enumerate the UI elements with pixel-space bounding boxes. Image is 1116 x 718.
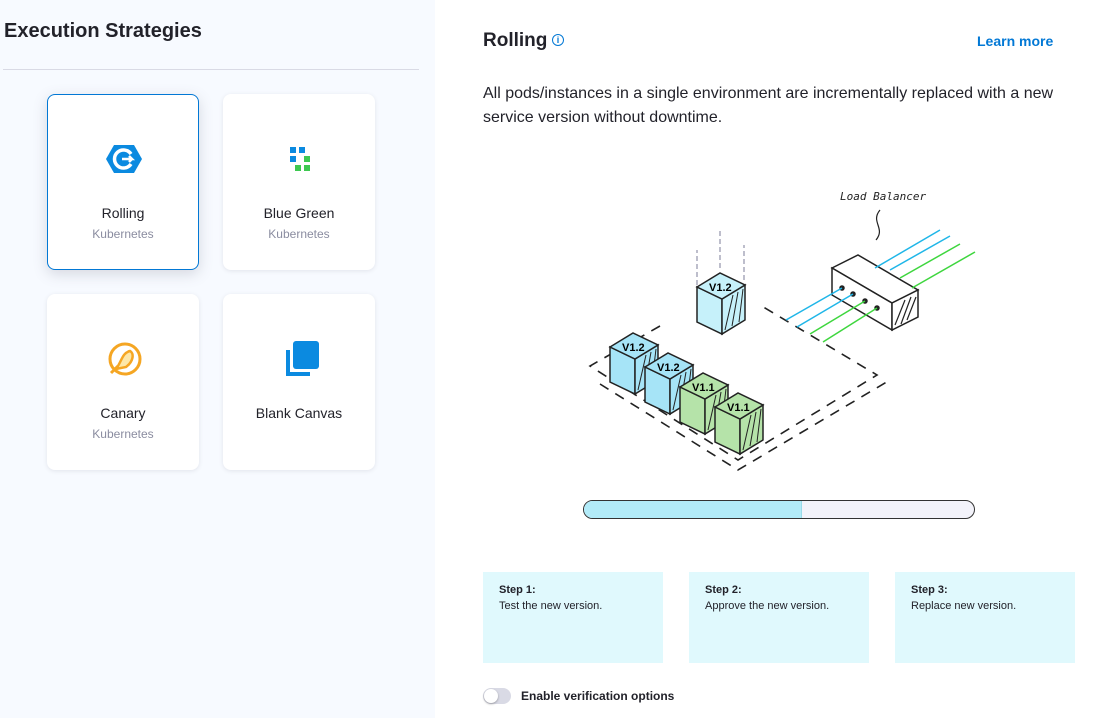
strategy-title: Rolling: [483, 30, 548, 51]
blank-canvas-icon: [286, 341, 319, 376]
pod-version-label: V1.1: [692, 382, 715, 394]
pod-version-label: V1.2: [622, 342, 645, 354]
strategy-card-blank-canvas[interactable]: Blank Canvas: [223, 294, 375, 470]
pointer-arrow: [875, 209, 881, 241]
progress-fill: [584, 501, 803, 518]
rolling-diagram: V1.2 V1.2 V1.2 V1.1 V1.1 Load Balancer: [588, 190, 976, 471]
load-balancer: [830, 254, 920, 332]
step-title: Step 3:: [911, 584, 948, 596]
step-2: Step 2: Approve the new version.: [689, 572, 869, 663]
step-title: Step 2:: [705, 584, 742, 596]
verification-toggle-label: Enable verification options: [521, 689, 675, 703]
card-subtitle: Kubernetes: [268, 227, 330, 241]
step-text: Test the new version.: [499, 600, 603, 612]
card-subtitle: Kubernetes: [92, 427, 154, 441]
step-3: Step 3: Replace new version.: [895, 572, 1075, 663]
card-name: Blue Green: [263, 205, 335, 221]
strategy-card-blue-green[interactable]: Blue Green Kubernetes: [223, 94, 375, 270]
card-name: Blank Canvas: [255, 405, 343, 421]
strategy-card-canary[interactable]: Canary Kubernetes: [47, 294, 199, 470]
strategy-card-rolling[interactable]: Rolling Kubernetes: [47, 94, 199, 270]
step-text: Approve the new version.: [705, 600, 830, 612]
strategy-sidebar: Execution Strategies Rolling Kubernetes …: [0, 0, 435, 718]
pod-version-label: V1.1: [727, 402, 750, 414]
pod-cube: V1.2: [695, 272, 747, 336]
rolling-icon: [106, 145, 142, 173]
strategy-description: All pods/instances in a single environme…: [483, 85, 1054, 126]
pod-antennas: [696, 228, 745, 285]
step-title: Step 1:: [499, 584, 536, 596]
card-name: Canary: [100, 405, 146, 421]
sidebar-title: Execution Strategies: [4, 20, 202, 42]
load-balancer-label: Load Balancer: [840, 190, 926, 203]
card-subtitle: Kubernetes: [92, 227, 154, 241]
blue-green-icon: [290, 147, 310, 171]
dashed-area: [588, 304, 891, 471]
pod-version-label: V1.2: [709, 282, 732, 294]
learn-more-link[interactable]: Learn more: [977, 33, 1054, 49]
canary-icon: [108, 342, 142, 376]
traffic-arrows: [785, 229, 976, 343]
pod-version-label: V1.2: [657, 362, 680, 374]
toggle-knob: [484, 689, 498, 703]
card-name: Rolling: [101, 205, 145, 221]
divider: [3, 69, 419, 70]
rollout-progress-bar: [583, 500, 975, 519]
info-icon[interactable]: i: [552, 34, 564, 46]
verification-toggle[interactable]: [483, 688, 511, 704]
step-1: Step 1: Test the new version.: [483, 572, 663, 663]
pod-cube: V1.2: [608, 332, 660, 396]
pod-cube: V1.1: [713, 392, 765, 456]
step-text: Replace new version.: [911, 600, 1017, 612]
